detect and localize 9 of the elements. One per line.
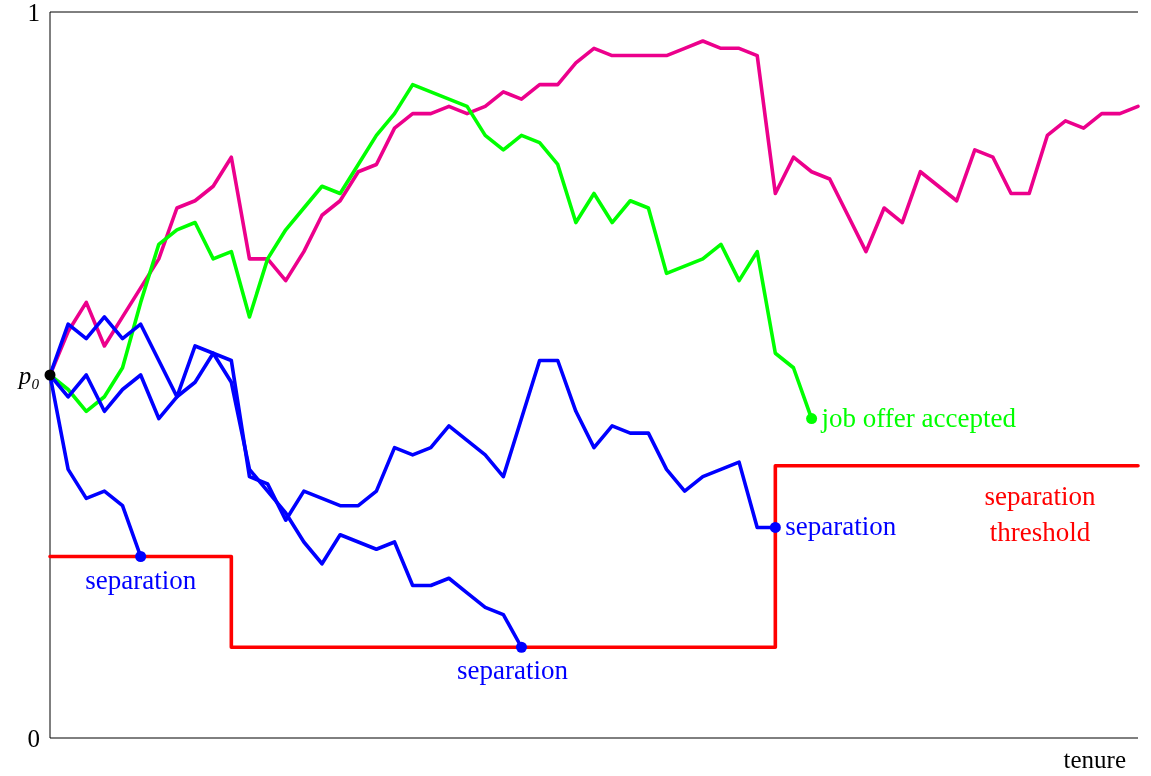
series-label: separation threshold	[984, 480, 1096, 547]
series-label: job offer accepted	[820, 402, 1017, 433]
series-label: separation	[85, 564, 197, 595]
y-tick-label: 0	[27, 724, 40, 752]
series-label: separation	[785, 511, 897, 542]
y-tick-label: p₀	[16, 361, 40, 389]
y-tick-label: 1	[27, 0, 40, 26]
series-label: separation	[456, 655, 569, 686]
x-axis-title: tenure	[1063, 746, 1126, 773]
